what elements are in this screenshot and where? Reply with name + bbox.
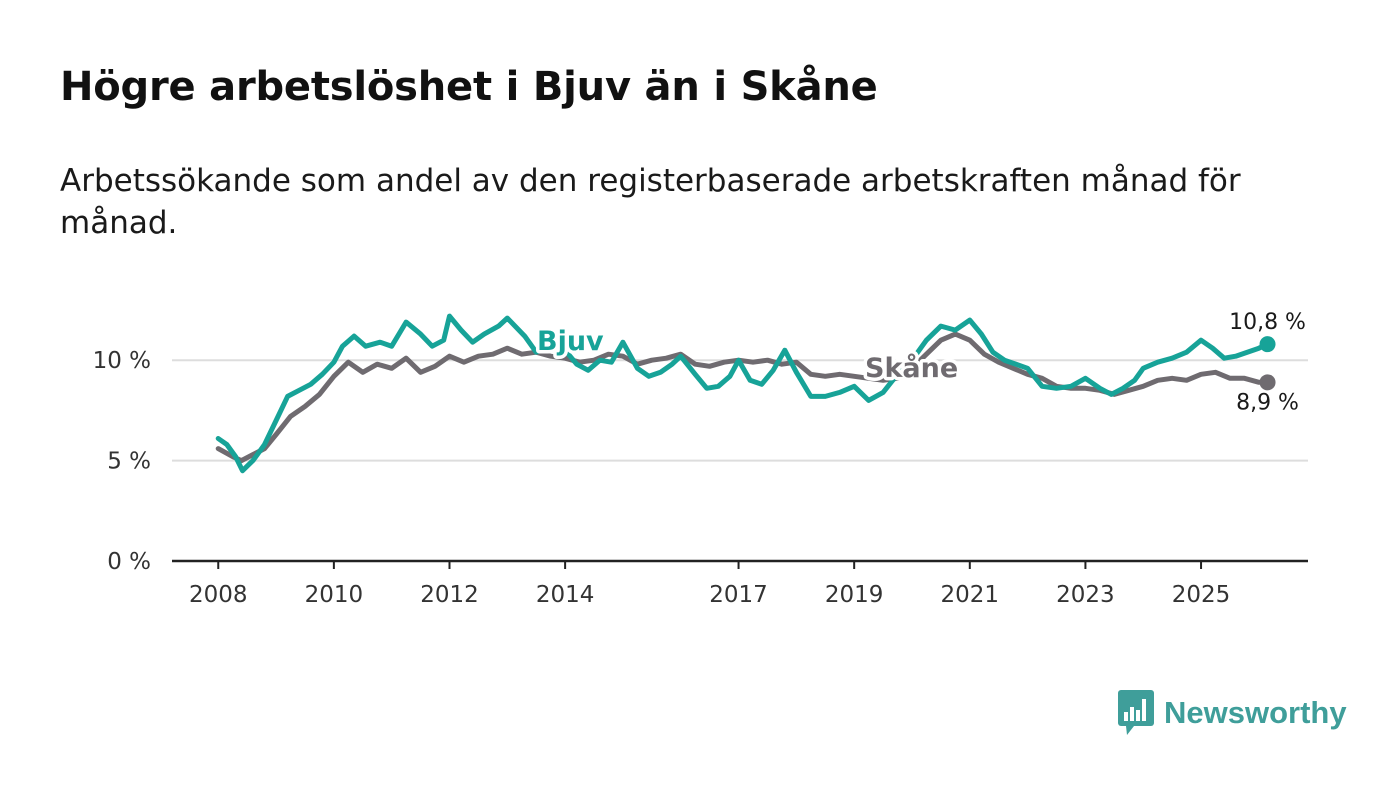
y-tick-label: 0 % — [107, 549, 151, 575]
series-labels: Bjuv Skåne 10,8 % 8,9 % — [534, 310, 1306, 415]
x-tick-label: 2023 — [1056, 582, 1115, 608]
logo-text: Newsworthy — [1164, 695, 1347, 730]
end-label-bjuv: 10,8 % — [1229, 310, 1306, 335]
end-point-bjuv — [1259, 336, 1276, 353]
x-tick-label: 2025 — [1172, 582, 1231, 608]
x-tick-label: 2012 — [420, 582, 479, 608]
end-label-skane: 8,9 % — [1236, 390, 1299, 415]
end-point-skåne — [1259, 374, 1276, 391]
x-axis-ticks: 2008 2010 2012 2014 2017 2019 2021 2023 2025 — [189, 561, 1230, 608]
x-tick-label: 2021 — [941, 582, 1000, 608]
x-tick-label: 2008 — [189, 582, 248, 608]
y-axis-ticks: 0 % 5 % 10 % — [93, 348, 151, 575]
series-label-bjuv: Bjuv — [537, 326, 604, 357]
series-label-skane: Skåne — [865, 352, 958, 384]
chart-subtitle: Arbetssökande som andel av den registerb… — [60, 163, 1241, 241]
series-line-bjuv — [215, 313, 1270, 474]
chart-title: Högre arbetslöshet i Bjuv än i Skåne — [60, 64, 878, 110]
x-tick-label: 2010 — [305, 582, 364, 608]
x-tick-label: 2019 — [825, 582, 884, 608]
x-tick-label: 2014 — [536, 582, 595, 608]
series-lines — [215, 313, 1276, 474]
y-tick-label: 5 % — [107, 449, 151, 475]
newsworthy-bar-chart-icon — [1118, 690, 1154, 735]
newsworthy-logo: Newsworthy — [1118, 690, 1347, 736]
series-line-skåne — [215, 331, 1270, 464]
x-tick-label: 2017 — [709, 582, 768, 608]
y-tick-label: 10 % — [93, 348, 151, 374]
